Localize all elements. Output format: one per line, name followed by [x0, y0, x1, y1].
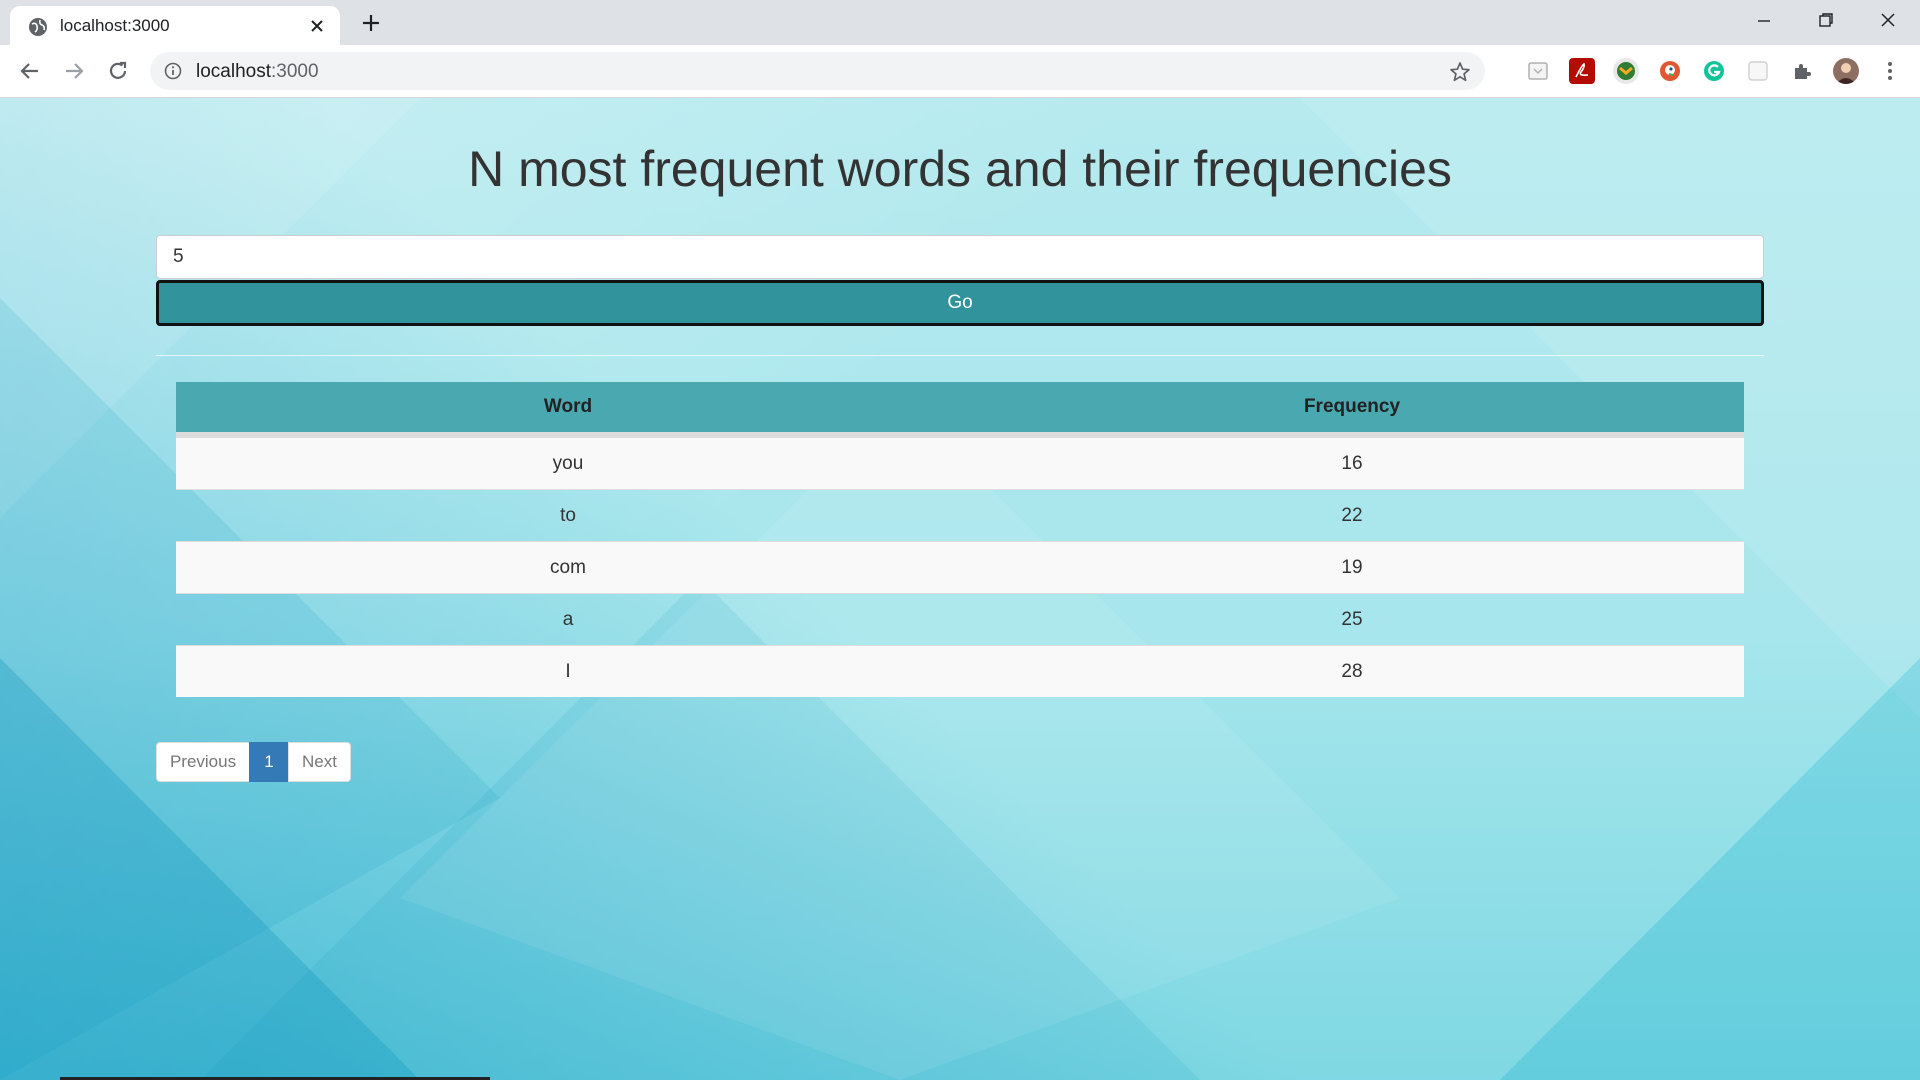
kebab-menu-icon[interactable]	[1877, 58, 1903, 84]
table-row: com 19	[176, 541, 1744, 594]
previous-page-button[interactable]: Previous	[156, 742, 250, 782]
column-header-word[interactable]: Word	[176, 382, 960, 438]
frequency-cell: 28	[960, 645, 1744, 697]
word-cell: a	[176, 593, 960, 646]
close-icon[interactable]	[306, 15, 328, 37]
pocket-extension-icon[interactable]	[1525, 58, 1551, 84]
divider	[156, 355, 1764, 356]
address-bar[interactable]: localhost:3000	[150, 52, 1485, 90]
n-input[interactable]	[156, 235, 1764, 279]
pdf-extension-icon[interactable]	[1569, 58, 1595, 84]
frequency-cell: 22	[960, 489, 1744, 542]
arrow-right-icon[interactable]	[60, 57, 88, 85]
go-button[interactable]: Go	[156, 280, 1764, 326]
blank-extension-icon[interactable]	[1745, 58, 1771, 84]
tab-strip: localhost:3000	[0, 0, 1920, 45]
url-text: localhost:3000	[196, 61, 319, 82]
word-cell: you	[176, 434, 960, 490]
page-title: N most frequent words and their frequenc…	[468, 141, 1452, 197]
horizontal-scrollbar[interactable]	[60, 1077, 490, 1080]
star-icon[interactable]	[1449, 61, 1471, 83]
reload-icon[interactable]	[104, 57, 132, 85]
frequency-cell: 25	[960, 593, 1744, 646]
word-cell: I	[176, 645, 960, 697]
frequency-table: Word Frequency you 16 to 22 com 19 a 25	[176, 382, 1744, 697]
browser-tab[interactable]: localhost:3000	[10, 6, 340, 45]
download-manager-icon[interactable]	[1613, 58, 1639, 84]
next-page-button[interactable]: Next	[288, 742, 351, 782]
duckduckgo-icon[interactable]	[1657, 58, 1683, 84]
arrow-left-icon[interactable]	[16, 57, 44, 85]
pagination: Previous 1 Next	[156, 742, 351, 782]
table-header-row: Word Frequency	[176, 382, 1744, 438]
frequency-cell: 16	[960, 434, 1744, 490]
minimize-icon[interactable]	[1744, 8, 1784, 32]
browser-toolbar: localhost:3000	[0, 45, 1920, 98]
table-row: you 16	[176, 434, 1744, 490]
tab-title: localhost:3000	[60, 16, 170, 35]
info-icon[interactable]	[164, 62, 182, 80]
frequency-cell: 19	[960, 541, 1744, 594]
column-header-frequency[interactable]: Frequency	[960, 382, 1744, 438]
page-1-button[interactable]: 1	[249, 742, 289, 782]
puzzle-icon[interactable]	[1789, 58, 1815, 84]
word-cell: to	[176, 489, 960, 542]
plus-icon[interactable]	[358, 10, 384, 36]
globe-icon	[29, 18, 47, 36]
restore-icon[interactable]	[1806, 8, 1846, 32]
avatar[interactable]	[1833, 58, 1859, 84]
table-row: a 25	[176, 593, 1744, 646]
word-cell: com	[176, 541, 960, 594]
grammarly-icon[interactable]	[1701, 58, 1727, 84]
page-viewport: N most frequent words and their frequenc…	[0, 98, 1920, 1080]
table-row: I 28	[176, 645, 1744, 697]
table-row: to 22	[176, 489, 1744, 542]
close-window-icon[interactable]	[1868, 8, 1908, 32]
